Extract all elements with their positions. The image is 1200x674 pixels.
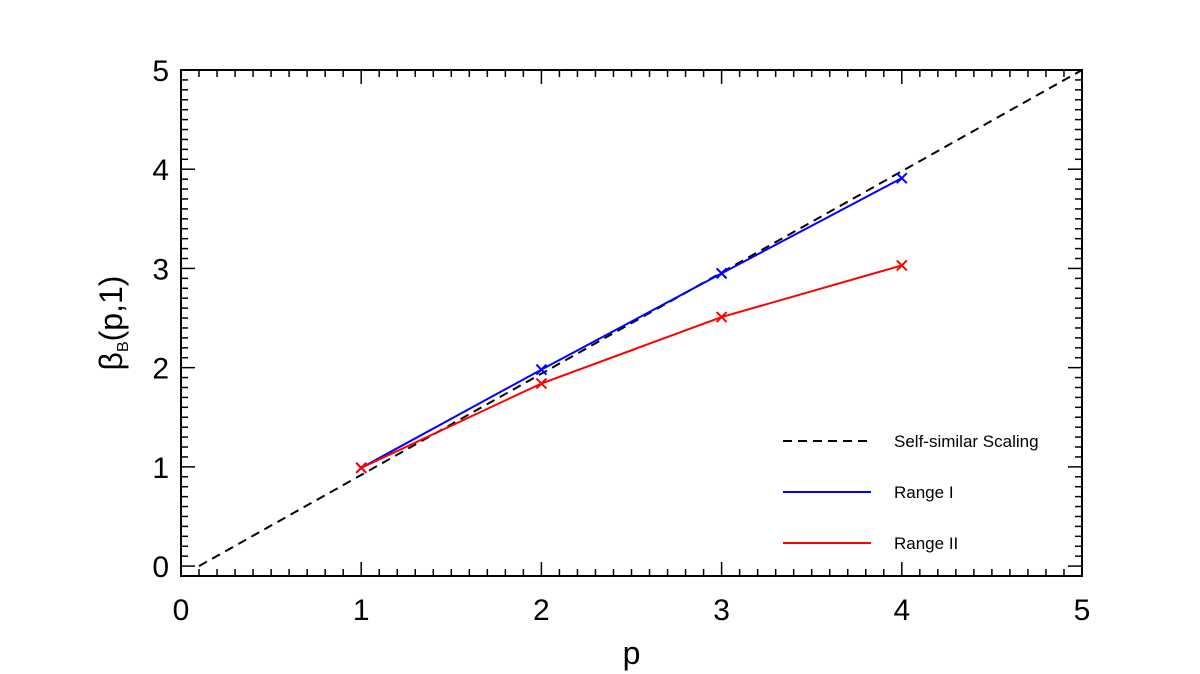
data-point-marker xyxy=(355,462,367,474)
data-point-marker xyxy=(715,311,728,323)
legend-item: Self-similar Scaling xyxy=(783,432,1039,451)
x-tick-label: 0 xyxy=(173,594,190,627)
x-tick-label: 4 xyxy=(893,594,910,627)
legend-label: Range I xyxy=(894,483,954,502)
tick-labels: 0 1 2 3 4 5 0 1 2 3 4 5 xyxy=(152,55,1090,627)
x-tick-label: 5 xyxy=(1074,594,1091,627)
y-tick-label: 2 xyxy=(152,353,169,386)
y-axis-title-subscript: B xyxy=(115,341,132,352)
plot-frame xyxy=(180,69,1083,577)
y-axis-title: βB(p,1) xyxy=(93,276,132,371)
data-point-marker xyxy=(535,363,548,376)
x-tick-label: 3 xyxy=(713,594,730,627)
y-axis-title-main: β xyxy=(93,352,129,370)
y-tick-label: 3 xyxy=(152,253,169,286)
series-3 xyxy=(355,259,908,474)
y-tick-label: 4 xyxy=(152,154,169,187)
axis-ticks xyxy=(180,69,1083,576)
series-line xyxy=(360,264,903,469)
data-point-marker xyxy=(715,267,728,280)
y-axis-title-suffix: (p,1) xyxy=(93,276,129,342)
legend-item: Range II xyxy=(783,534,958,553)
legend-label: Self-similar Scaling xyxy=(894,432,1039,451)
series-line xyxy=(360,177,903,469)
plot-area xyxy=(198,69,1083,567)
legend-label: Range II xyxy=(894,534,958,553)
legend-item: Range I xyxy=(783,483,954,502)
data-point-marker xyxy=(896,259,908,272)
series-line xyxy=(198,69,1083,567)
series-1 xyxy=(198,69,1083,567)
x-axis-title: p xyxy=(623,635,641,671)
x-tick-label: 1 xyxy=(353,594,370,627)
y-tick-label: 0 xyxy=(152,551,169,584)
data-point-marker xyxy=(896,172,908,184)
y-tick-label: 1 xyxy=(152,452,169,485)
legend: Self-similar Scaling Range I Range II xyxy=(783,432,1039,553)
data-point-marker xyxy=(535,377,548,390)
y-tick-label: 5 xyxy=(152,55,169,88)
x-tick-label: 2 xyxy=(533,594,550,627)
